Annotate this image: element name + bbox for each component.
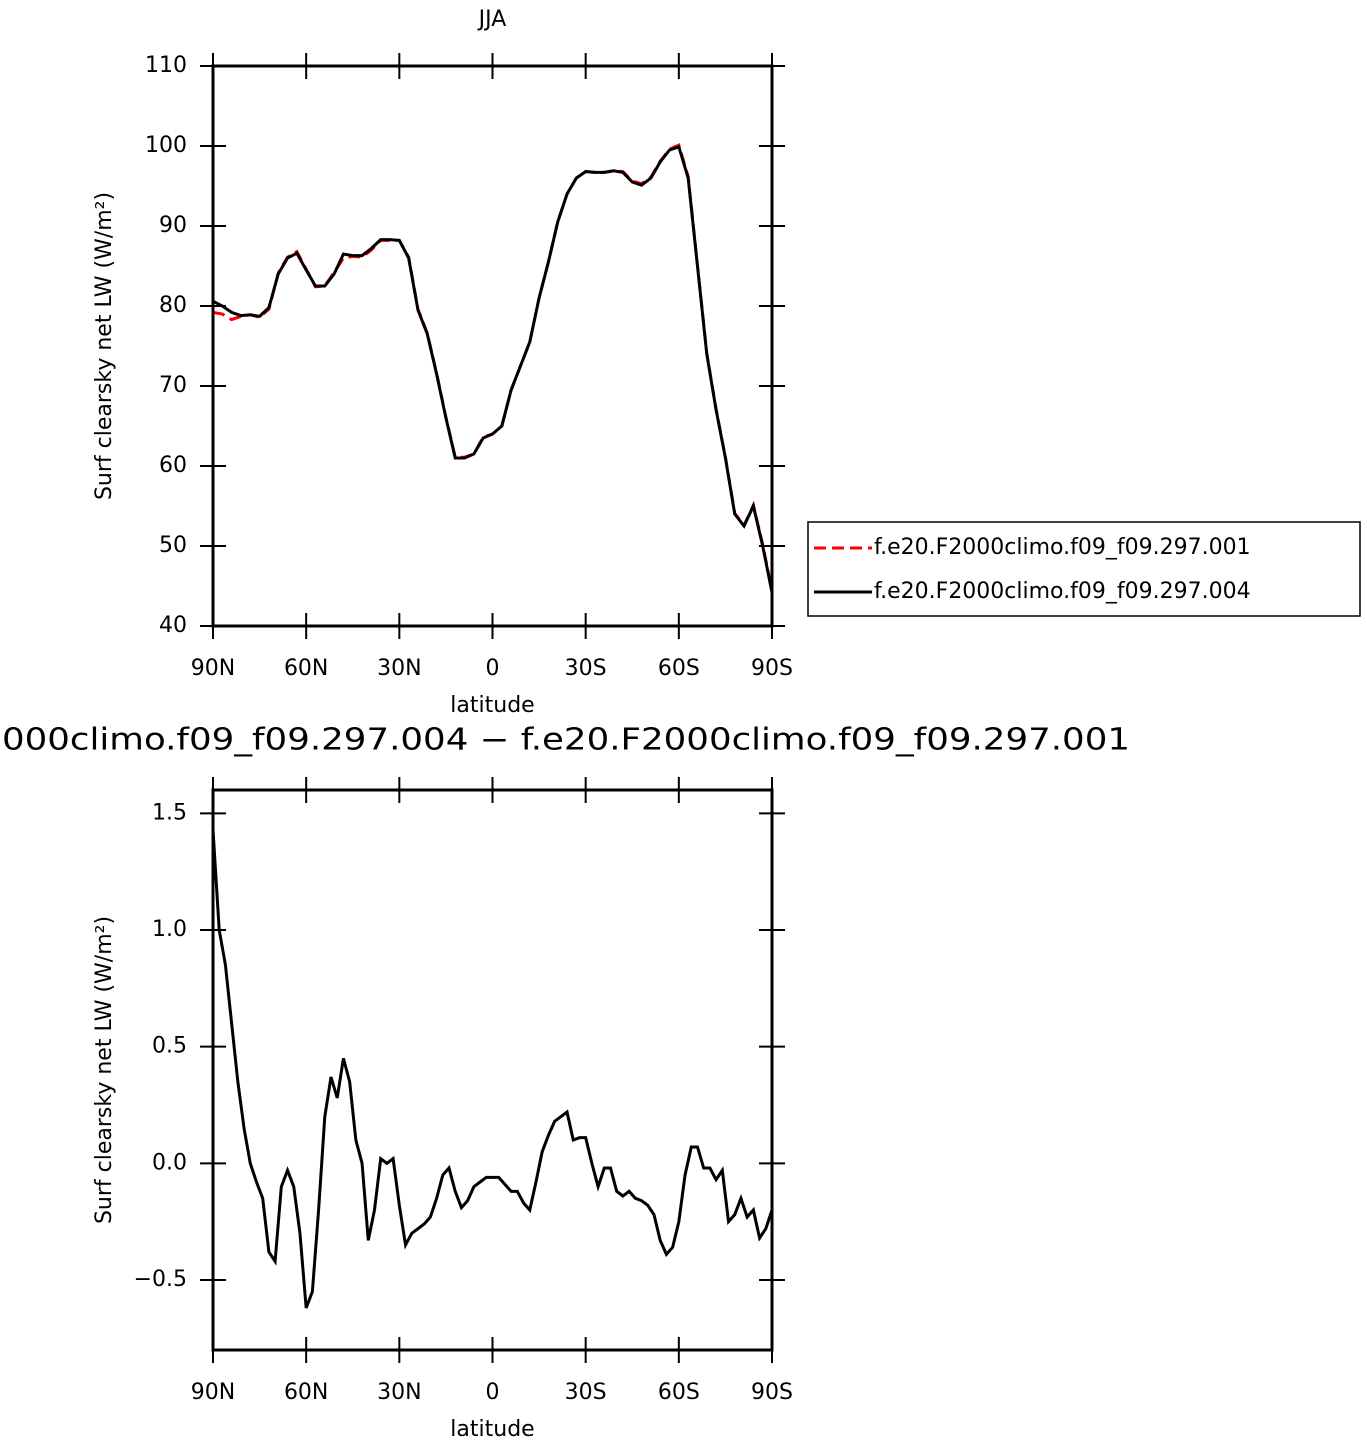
legend-label: f.e20.F2000climo.f09_f09.297.001 bbox=[874, 535, 1251, 560]
series-line bbox=[212, 144, 774, 593]
x-tick-label: 90S bbox=[751, 656, 793, 681]
x-tick-label: 30N bbox=[377, 656, 421, 681]
y-tick-label: 1.5 bbox=[152, 800, 187, 825]
plot-frame bbox=[211, 64, 774, 628]
y-tick-label: 1.0 bbox=[152, 917, 187, 942]
y-tick-label: 70 bbox=[159, 373, 187, 398]
series-line bbox=[212, 143, 774, 592]
y-tick-label: −0.5 bbox=[134, 1267, 187, 1292]
y-tick-label: 50 bbox=[159, 533, 187, 558]
x-tick-label: 0 bbox=[486, 656, 500, 681]
x-tick-label: 90S bbox=[751, 1380, 793, 1405]
legend-box bbox=[807, 521, 1361, 617]
x-tick-label: 90N bbox=[191, 656, 235, 681]
x-tick-label: 30S bbox=[565, 1380, 607, 1405]
x-tick-label: 90N bbox=[191, 1380, 235, 1405]
chart-title: 000climo.f09_f09.297.004 − f.e20.F2000cl… bbox=[2, 723, 1130, 758]
chart-title: JJA bbox=[477, 7, 507, 32]
legend-label: f.e20.F2000climo.f09_f09.297.004 bbox=[874, 579, 1251, 604]
y-tick-label: 90 bbox=[159, 213, 187, 238]
y-tick-label: 0.0 bbox=[152, 1150, 187, 1175]
x-tick-label: 60N bbox=[284, 656, 328, 681]
y-tick-label: 0.5 bbox=[152, 1034, 187, 1059]
x-tick-label: 30S bbox=[565, 656, 607, 681]
y-axis-label: Surf clearsky net LW (W/m²) bbox=[92, 192, 117, 500]
y-tick-label: 110 bbox=[145, 53, 187, 78]
x-axis-label: latitude bbox=[450, 693, 534, 718]
y-tick-label: 40 bbox=[159, 613, 187, 638]
plot-frame bbox=[211, 788, 774, 1352]
y-axis-label: Surf clearsky net LW (W/m²) bbox=[92, 916, 117, 1224]
x-tick-label: 0 bbox=[486, 1380, 500, 1405]
y-tick-label: 80 bbox=[159, 293, 187, 318]
x-axis-label: latitude bbox=[450, 1417, 534, 1442]
x-tick-label: 30N bbox=[377, 1380, 421, 1405]
y-tick-label: 100 bbox=[145, 133, 187, 158]
x-tick-label: 60S bbox=[658, 656, 700, 681]
x-tick-label: 60S bbox=[658, 1380, 700, 1405]
series-line bbox=[211, 829, 774, 1309]
y-tick-label: 60 bbox=[159, 453, 187, 478]
x-tick-label: 60N bbox=[284, 1380, 328, 1405]
